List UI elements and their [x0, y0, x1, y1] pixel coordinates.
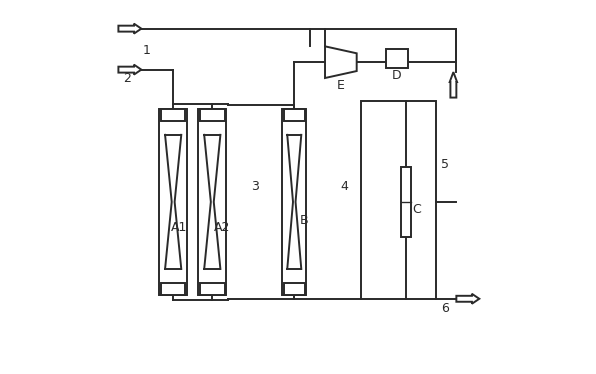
- Polygon shape: [119, 24, 141, 34]
- Polygon shape: [457, 294, 479, 304]
- Text: 4: 4: [341, 181, 349, 193]
- Bar: [200, 109, 225, 121]
- Text: E: E: [337, 79, 345, 92]
- Polygon shape: [450, 72, 457, 98]
- Text: D: D: [392, 70, 402, 82]
- Text: C: C: [412, 203, 421, 216]
- Text: 3: 3: [251, 181, 259, 193]
- Text: B: B: [299, 214, 308, 227]
- Bar: [161, 109, 185, 121]
- Bar: [198, 109, 226, 295]
- Bar: [361, 101, 436, 299]
- Bar: [159, 109, 187, 295]
- Bar: [401, 166, 411, 237]
- Text: 1: 1: [143, 45, 151, 58]
- Bar: [284, 283, 305, 295]
- Text: 6: 6: [441, 301, 449, 315]
- Bar: [282, 109, 306, 295]
- Text: A2: A2: [213, 221, 230, 234]
- Bar: [284, 109, 305, 121]
- Bar: [200, 283, 225, 295]
- Bar: [386, 49, 408, 68]
- Text: 5: 5: [441, 158, 449, 171]
- Polygon shape: [119, 65, 141, 74]
- Bar: [161, 283, 185, 295]
- Polygon shape: [325, 46, 356, 78]
- Text: 2: 2: [123, 73, 131, 85]
- Text: A1: A1: [170, 221, 187, 234]
